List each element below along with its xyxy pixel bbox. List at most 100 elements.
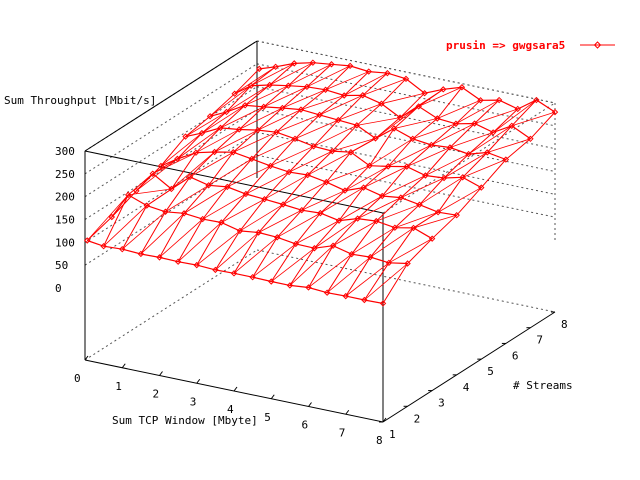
- data-point-marker: [353, 122, 361, 129]
- data-point-marker: [397, 194, 405, 201]
- data-point-marker: [241, 102, 249, 109]
- data-point-marker: [340, 92, 348, 99]
- surface-hatch-line: [245, 171, 290, 195]
- data-point-marker: [391, 224, 399, 231]
- surface-cross-line: [177, 65, 351, 262]
- data-point-marker: [421, 90, 428, 97]
- surface-hatch-line: [487, 138, 531, 153]
- surface-hatch-line: [363, 166, 407, 188]
- data-point-marker: [322, 86, 329, 93]
- surface-hatch-line: [437, 187, 482, 213]
- y-axis-label: # Streams: [513, 379, 573, 392]
- surface-hatch-line: [277, 212, 321, 238]
- surface-hatch-line: [381, 92, 425, 105]
- surface-hatch-line: [196, 230, 241, 266]
- surface-hatch-line: [437, 99, 481, 119]
- data-point-marker: [297, 106, 305, 113]
- data-point-marker: [367, 253, 374, 261]
- surface-hatch-line: [419, 176, 463, 206]
- data-point-marker: [236, 227, 244, 235]
- data-point-marker: [373, 217, 380, 225]
- data-point-marker: [502, 156, 510, 163]
- y-tick-label: 6: [512, 349, 519, 362]
- surface-hatch-line: [214, 129, 258, 153]
- surface-cross-line: [270, 88, 444, 282]
- data-point-marker: [458, 84, 466, 91]
- surface-hatch-line: [251, 138, 296, 160]
- data-point-marker: [346, 62, 354, 70]
- surface-row-line: [160, 151, 457, 216]
- surface-hatch-line: [326, 256, 371, 294]
- surface-hatch-line: [370, 227, 414, 258]
- data-point-marker: [329, 242, 337, 249]
- surface-cross-line: [214, 72, 388, 271]
- x-tick-label: 5: [264, 411, 271, 424]
- data-point-marker: [309, 59, 317, 66]
- data-point-marker: [390, 125, 398, 132]
- data-point-marker: [465, 150, 472, 158]
- surface-hatch-line: [282, 89, 326, 109]
- surface-cross-line: [233, 78, 407, 274]
- x-tick-label: 2: [153, 388, 160, 401]
- data-point-marker: [174, 155, 181, 163]
- surface-hatch-line: [257, 109, 302, 131]
- z-tick-label: 50: [55, 259, 68, 272]
- surface-hatch-line: [388, 238, 433, 264]
- data-point-marker: [378, 100, 385, 107]
- surface-hatch-line: [357, 197, 402, 219]
- data-point-marker: [459, 174, 466, 181]
- data-point-marker: [402, 75, 410, 83]
- x-tick-mark: [84, 355, 89, 361]
- data-point-marker: [286, 282, 294, 289]
- surface-hatch-line: [413, 214, 457, 229]
- legend: prusin => gwgsara5: [446, 39, 615, 52]
- y-tick-label: 1: [389, 428, 396, 441]
- data-point-marker: [292, 240, 300, 248]
- data-point-marker: [230, 270, 238, 277]
- z-tick-label: 250: [55, 168, 75, 181]
- z-gridline-back-wall: [256, 109, 556, 172]
- frame-base-back: [256, 249, 556, 313]
- surface-hatch-line: [252, 243, 297, 278]
- data-point-marker: [193, 261, 200, 269]
- surface-cross-line: [382, 111, 556, 304]
- data-point-marker: [267, 162, 274, 170]
- data-point-marker: [217, 124, 224, 132]
- data-point-marker: [329, 147, 336, 155]
- surface-hatch-line: [183, 186, 228, 214]
- x-tick-mark: [270, 394, 275, 400]
- surface-hatch-line: [244, 85, 289, 106]
- surface-row-line: [209, 104, 507, 161]
- z-gridline-back-wall: [256, 63, 556, 127]
- data-point-marker: [354, 215, 361, 222]
- surface-hatch-line: [271, 247, 315, 282]
- data-point-marker: [379, 300, 387, 307]
- x-tick-mark: [121, 363, 126, 369]
- surface-cross-line: [196, 71, 370, 266]
- surface-row-line: [87, 239, 384, 304]
- data-point-marker: [285, 168, 293, 176]
- data-point-marker: [508, 122, 516, 130]
- data-point-marker: [416, 201, 423, 208]
- surface-hatch-line: [220, 106, 264, 129]
- data-point-marker: [242, 190, 250, 198]
- surface-hatch-line: [209, 85, 252, 117]
- data-point-marker: [186, 173, 194, 181]
- data-point-marker: [272, 63, 279, 71]
- data-point-marker: [133, 187, 140, 195]
- surface-hatch-line: [128, 188, 172, 196]
- data-point-marker: [149, 170, 156, 177]
- surface-hatch-line: [159, 218, 203, 258]
- surface-hatch-line: [343, 72, 388, 96]
- data-point-marker: [305, 284, 312, 291]
- surface-hatch-line: [412, 123, 457, 140]
- data-point-marker: [224, 183, 231, 191]
- data-point-marker: [291, 135, 299, 143]
- surface-hatch-line: [152, 152, 197, 175]
- surface-hatch-line: [425, 153, 469, 176]
- z-gridline-back-wall: [256, 86, 556, 150]
- data-point-marker: [385, 259, 393, 267]
- data-point-marker: [211, 148, 218, 156]
- surface-row-line: [185, 127, 482, 189]
